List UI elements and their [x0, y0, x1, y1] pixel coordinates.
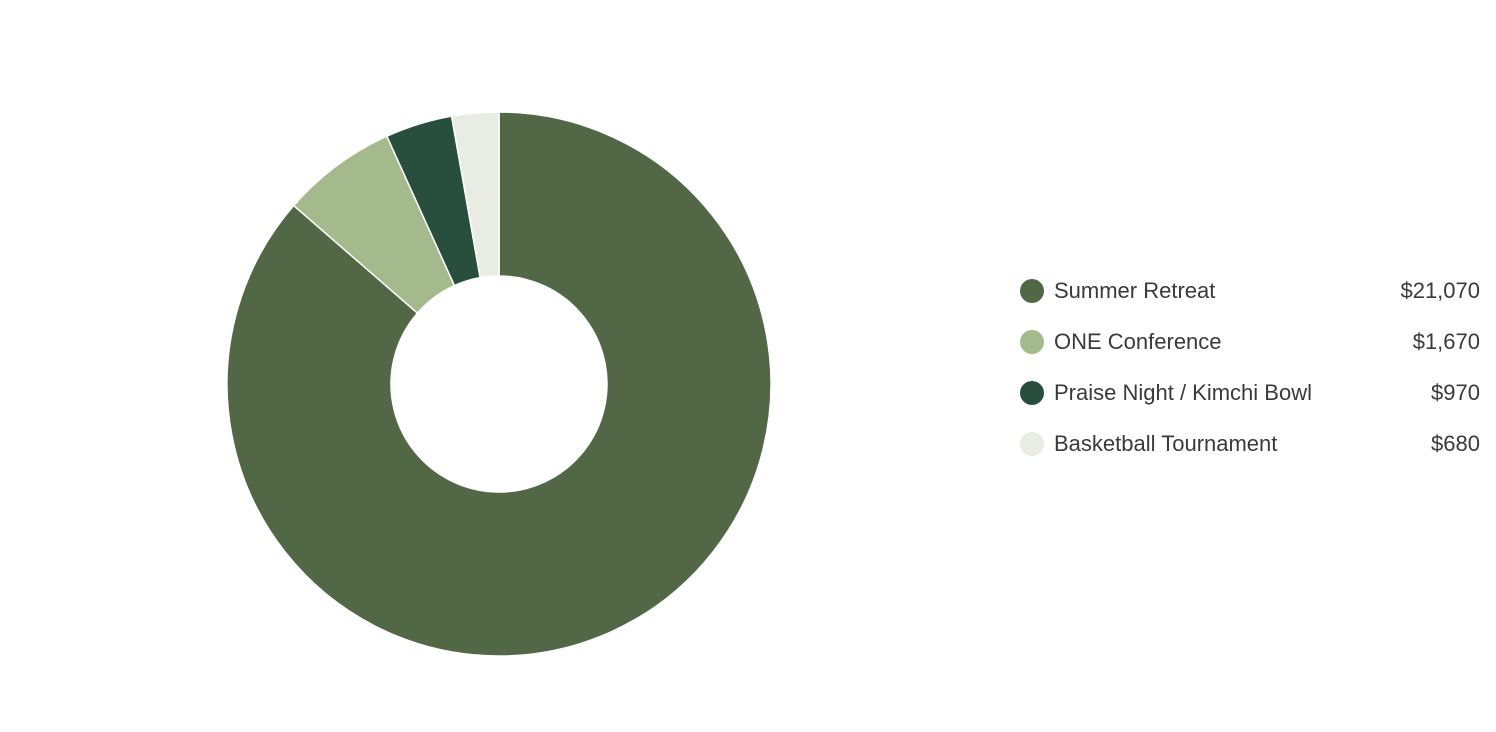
- donut-slice[interactable]: [450, 111, 500, 279]
- legend-swatch: [1020, 279, 1044, 303]
- legend-value: $970: [1431, 380, 1480, 405]
- donut-slices: [226, 111, 772, 657]
- legend-value: $1,670: [1412, 329, 1480, 354]
- legend-value: $680: [1431, 431, 1480, 456]
- legend-label: Praise Night / Kimchi Bowl: [1054, 380, 1312, 405]
- legend-swatch: [1020, 381, 1044, 405]
- legend-swatch: [1020, 330, 1044, 354]
- legend-item[interactable]: Praise Night / Kimchi Bowl $970: [1020, 376, 1480, 410]
- donut-slice[interactable]: [226, 111, 772, 657]
- legend-item[interactable]: Basketball Tournament $680: [1020, 427, 1480, 461]
- legend-label: ONE Conference: [1054, 329, 1222, 354]
- legend-item[interactable]: ONE Conference $1,670: [1020, 325, 1480, 359]
- legend-label: Summer Retreat: [1054, 278, 1216, 303]
- legend: Summer Retreat $21,070 ONE Conference $1…: [1020, 274, 1480, 478]
- legend-value: $21,070: [1400, 278, 1480, 303]
- legend-swatch: [1020, 432, 1044, 456]
- legend-item[interactable]: Summer Retreat $21,070: [1020, 274, 1480, 308]
- legend-label: Basketball Tournament: [1054, 431, 1278, 456]
